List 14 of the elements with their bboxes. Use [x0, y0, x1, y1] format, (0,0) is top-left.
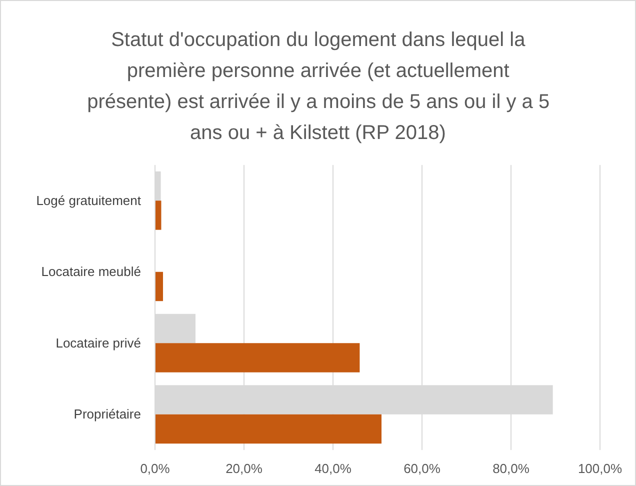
y-tick-label: Locataire meublé: [41, 264, 141, 280]
x-tick-label: 100,0%: [578, 461, 622, 476]
bar: [155, 414, 382, 444]
y-tick-label: Locataire privé: [56, 335, 141, 350]
x-tick-label: 60,0%: [404, 461, 441, 476]
x-tick-label: 20,0%: [226, 461, 263, 476]
chart-title: Statut d'occupation du logement dans lequel la première personne arrivée (et actuellement présente) est arrivée il y a moins de 5 ans ou il y a 5 ans ou + à Kilstett (RP 2018): [87, 29, 550, 144]
bar: [155, 272, 164, 302]
x-tick-label: 0,0%: [140, 461, 170, 476]
bar: [155, 343, 360, 372]
y-tick-label: Propriétaire: [74, 406, 141, 422]
x-tick-label: 40,0%: [314, 461, 352, 476]
y-tick-label: Logé gratuitement: [36, 192, 142, 208]
x-tick-label: 80,0%: [492, 461, 530, 476]
